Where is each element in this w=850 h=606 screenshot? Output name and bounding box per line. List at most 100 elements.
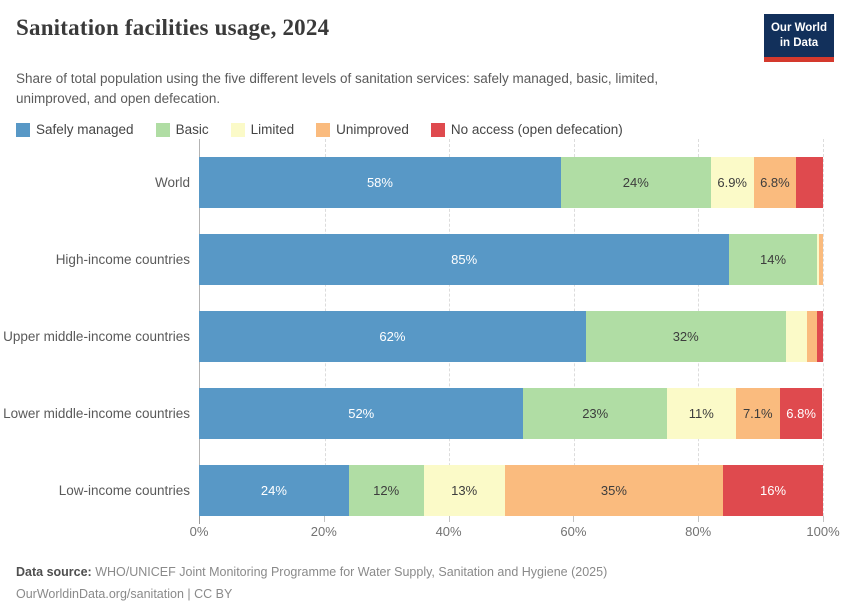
axis-tick-40 <box>448 516 450 523</box>
bar-segment[interactable]: 6.8% <box>779 388 823 440</box>
bar-value-label: 58% <box>366 175 393 191</box>
bar-segment[interactable]: 32% <box>585 311 786 363</box>
gridline-100 <box>823 139 824 517</box>
chart-subtitle: Share of total population using the five… <box>16 70 659 107</box>
bar-segment[interactable]: 6.9% <box>710 157 754 209</box>
axis-tick-label: 20% <box>310 524 337 540</box>
legend-label: Basic <box>175 122 209 138</box>
axis-tick-80 <box>698 516 700 523</box>
legend-item-basic[interactable]: Basic <box>155 122 209 138</box>
license-line: OurWorldinData.org/sanitation | CC BY <box>16 587 233 602</box>
bar-track: 24% 12% 13% 35% 16% <box>199 465 823 517</box>
axis-tick-0 <box>199 516 200 525</box>
bar-segment[interactable]: 52% <box>199 388 524 440</box>
bar-segment[interactable]: 58% <box>199 157 561 209</box>
bar-track: 85% 14% <box>199 234 823 286</box>
bar-segment[interactable]: 62% <box>199 311 586 363</box>
bar-segment[interactable] <box>816 311 823 363</box>
bar-track: 58% 24% 6.9% 6.8% <box>199 157 823 209</box>
bar-segment[interactable] <box>806 311 817 363</box>
bar-value-label: 24% <box>622 175 649 191</box>
chart-footer: Data source: WHO/UNICEF Joint Monitoring… <box>16 562 834 606</box>
page-title: Sanitation facilities usage, 2024 <box>16 15 330 40</box>
bar-segment[interactable]: 11% <box>666 388 736 440</box>
axis-tick-label: 0% <box>189 524 209 540</box>
legend-swatch-icon <box>316 122 331 137</box>
bar-value-label: 35% <box>600 483 627 499</box>
legend-item-unimproved[interactable]: Unimproved <box>316 122 409 137</box>
bar-value-label: 85% <box>451 252 478 268</box>
bar-value-label: 32% <box>672 329 699 345</box>
bar-value-label: 52% <box>348 406 375 422</box>
axis-tick-label: 40% <box>435 524 462 540</box>
bar-segment[interactable]: 12% <box>348 465 424 517</box>
bar-row: Upper middle-income countries 62% 32% <box>3 311 823 363</box>
legend-swatch-icon <box>155 122 170 137</box>
bar-segment[interactable] <box>796 157 823 209</box>
category-label: Lower middle-income countries <box>3 406 190 422</box>
legend-item-limited[interactable]: Limited <box>230 122 294 137</box>
bar-value-label: 6.9% <box>717 175 747 191</box>
data-source-label: Data source: <box>16 565 92 580</box>
legend-item-safely-managed[interactable]: Safely managed <box>16 122 134 137</box>
legend: Safely managed Basic Limited Unimproved No a… <box>16 122 834 137</box>
legend-swatch-icon <box>16 122 30 137</box>
owid-logo: Our World in Data <box>764 14 834 62</box>
bar-rows: World 58% 24% 6.9% 6.8% High-income countries… <box>3 157 823 517</box>
bar-value-label: 16% <box>760 483 787 499</box>
category-label: Low-income countries <box>58 483 190 499</box>
category-label: World <box>154 175 190 191</box>
axis-tick-60 <box>573 516 575 523</box>
axis-tick-label: 100% <box>806 524 840 540</box>
bar-value-label: 13% <box>451 483 478 499</box>
bar-segment[interactable]: 23% <box>523 388 667 440</box>
bar-segment[interactable]: 85% <box>199 234 730 286</box>
legend-label: Unimproved <box>336 122 409 138</box>
owid-logo-line1: Our World <box>770 22 827 34</box>
bar-value-label: 24% <box>260 483 287 499</box>
bar-segment[interactable]: 7.1% <box>735 388 780 440</box>
chart-area: World 58% 24% 6.9% 6.8% High-income countries… <box>3 139 824 517</box>
axis-tick-20 <box>323 516 325 523</box>
bar-row: World 58% 24% 6.9% 6.8% <box>155 157 823 209</box>
bar-track: 62% 32% <box>199 311 823 363</box>
bar-track: 52% 23% 11% 7.1% 6.8% <box>199 388 823 440</box>
x-axis: 0% 20% 40% 60% 80% 100% <box>190 516 840 544</box>
legend-swatch-icon <box>430 122 445 137</box>
bar-row: Low-income countries 24% 12% 13% 35% 16% <box>59 465 823 517</box>
owid-logo-line2: in Data <box>779 36 819 49</box>
legend-swatch-icon <box>230 122 245 137</box>
bar-segment[interactable]: 24% <box>199 465 349 517</box>
legend-item-no-access-open-defecation[interactable]: No access (open defecation) <box>430 122 623 138</box>
chart-header: Sanitation facilities usage, 2024 Our Wo… <box>0 14 850 109</box>
bar-value-label: 62% <box>379 329 406 345</box>
bar-segment[interactable]: 13% <box>423 465 505 517</box>
legend-label: Safely managed <box>36 122 134 138</box>
bar-value-label: 12% <box>373 483 400 499</box>
axis-tick-label: 80% <box>685 524 712 540</box>
bar-row: Lower middle-income countries 52% 23% 11% 7.… <box>3 388 823 440</box>
axis-tick-100 <box>823 516 824 523</box>
data-source-text: WHO/UNICEF Joint Monitoring Programme fo… <box>95 565 608 580</box>
data-source-line: Data source: WHO/UNICEF Joint Monitoring… <box>16 562 834 584</box>
bar-segment[interactable]: 16% <box>723 465 823 517</box>
bar-segment[interactable] <box>785 311 807 363</box>
bar-segment[interactable]: 24% <box>560 157 711 209</box>
bar-value-label: 11% <box>688 406 714 422</box>
bar-value-label: 6.8% <box>786 406 816 422</box>
bar-row: High-income countries 85% 14% <box>56 234 823 286</box>
axis-tick-label: 60% <box>560 524 587 540</box>
bar-value-label: 23% <box>582 406 609 422</box>
bar-segment[interactable]: 35% <box>504 465 724 517</box>
legend-label: No access (open defecation) <box>450 122 623 138</box>
category-label: Upper middle-income countries <box>3 329 190 345</box>
bar-segment[interactable]: 6.8% <box>753 157 797 209</box>
bar-value-label: 14% <box>760 252 787 268</box>
bar-value-label: 6.8% <box>760 175 790 191</box>
bar-segment[interactable] <box>818 234 823 286</box>
category-label: High-income countries <box>55 252 190 268</box>
bar-segment[interactable]: 14% <box>729 234 817 286</box>
bar-value-label: 7.1% <box>742 406 773 422</box>
bar-segment[interactable] <box>816 234 819 286</box>
